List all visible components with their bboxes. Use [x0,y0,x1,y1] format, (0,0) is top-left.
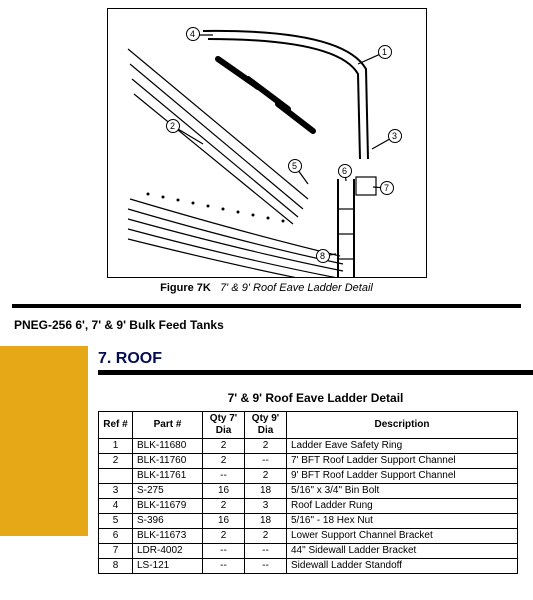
cell-desc: Ladder Eave Safety Ring [287,439,518,454]
cell-ref: 8 [99,559,133,574]
cell-part: BLK-11679 [133,499,203,514]
cell-qty9: 3 [245,499,287,514]
cell-ref: 6 [99,529,133,544]
cell-desc: 7' BFT Roof Ladder Support Channel [287,454,518,469]
cell-part: LS-121 [133,559,203,574]
figure-7k-box: 1 2 3 4 5 6 7 8 [107,8,427,278]
cell-qty9: -- [245,454,287,469]
section-title: 7. ROOF [98,350,533,368]
figure-title: 7' & 9' Roof Eave Ladder Detail [220,282,373,294]
parts-table: Ref # Part # Qty 7' Dia Qty 9' Dia Descr… [98,411,518,574]
callout-1: 1 [378,45,392,59]
cell-qty7: -- [203,559,245,574]
cell-qty7: 16 [203,514,245,529]
cell-ref: 7 [99,544,133,559]
col-qty9: Qty 9' Dia [245,412,287,439]
table-row: 3S-27516185/16" x 3/4" Bin Bolt [99,484,518,499]
cell-desc: 9' BFT Roof Ladder Support Channel [287,469,518,484]
cell-qty9: 18 [245,514,287,529]
col-qty7-l1: Qty 7' [210,413,237,424]
cell-desc: 5/16" - 18 Hex Nut [287,514,518,529]
callout-3: 3 [388,129,402,143]
cell-ref [99,469,133,484]
cell-ref: 2 [99,454,133,469]
cell-qty9: 2 [245,529,287,544]
col-qty9-l1: Qty 9' [252,413,279,424]
cell-qty9: 18 [245,484,287,499]
cell-qty9: 2 [245,469,287,484]
cell-ref: 3 [99,484,133,499]
cell-desc: 5/16" x 3/4" Bin Bolt [287,484,518,499]
cell-ref: 5 [99,514,133,529]
cell-qty7: 2 [203,439,245,454]
col-qty9-l2: Dia [258,425,274,436]
section-underline [98,370,533,375]
cell-desc: 44" Sidewall Ladder Bracket [287,544,518,559]
cell-desc: Roof Ladder Rung [287,499,518,514]
cell-qty7: 2 [203,454,245,469]
cell-part: S-275 [133,484,203,499]
col-part: Part # [133,412,203,439]
divider-top [12,304,521,308]
table-row: 4BLK-1167923Roof Ladder Rung [99,499,518,514]
cell-part: BLK-11673 [133,529,203,544]
cell-qty7: -- [203,544,245,559]
table-title: 7' & 9' Roof Eave Ladder Detail [98,391,533,405]
table-header-row: Ref # Part # Qty 7' Dia Qty 9' Dia Descr… [99,412,518,439]
col-desc: Description [287,412,518,439]
cell-part: BLK-11761 [133,469,203,484]
table-row: 2BLK-117602--7' BFT Roof Ladder Support … [99,454,518,469]
figure-caption: Figure 7K 7' & 9' Roof Eave Ladder Detai… [0,282,533,294]
cell-part: BLK-11680 [133,439,203,454]
table-row: 1BLK-1168022Ladder Eave Safety Ring [99,439,518,454]
cell-part: S-396 [133,514,203,529]
table-row: 5S-39616185/16" - 18 Hex Nut [99,514,518,529]
document-id: PNEG-256 6', 7' & 9' Bulk Feed Tanks [14,318,533,332]
table-row: 7LDR-4002----44" Sidewall Ladder Bracket [99,544,518,559]
cell-qty9: -- [245,544,287,559]
table-row: 8LS-121----Sidewall Ladder Standoff [99,559,518,574]
cell-qty7: -- [203,469,245,484]
cell-qty7: 16 [203,484,245,499]
table-row: 6BLK-1167322Lower Support Channel Bracke… [99,529,518,544]
cell-ref: 4 [99,499,133,514]
gold-sidebar-block [0,346,88,536]
cell-ref: 1 [99,439,133,454]
callout-4: 4 [186,27,200,41]
cell-part: LDR-4002 [133,544,203,559]
callout-7: 7 [380,181,394,195]
cell-desc: Lower Support Channel Bracket [287,529,518,544]
cell-qty9: -- [245,559,287,574]
cell-qty7: 2 [203,529,245,544]
figure-label: Figure 7K [160,282,211,294]
cell-desc: Sidewall Ladder Standoff [287,559,518,574]
callout-2: 2 [166,119,180,133]
callout-5: 5 [288,159,302,173]
callout-8: 8 [316,249,330,263]
callout-6: 6 [338,164,352,178]
col-ref: Ref # [99,412,133,439]
cell-qty9: 2 [245,439,287,454]
cell-part: BLK-11760 [133,454,203,469]
table-row: BLK-11761--29' BFT Roof Ladder Support C… [99,469,518,484]
cell-qty7: 2 [203,499,245,514]
col-qty7-l2: Dia [216,425,232,436]
col-qty7: Qty 7' Dia [203,412,245,439]
